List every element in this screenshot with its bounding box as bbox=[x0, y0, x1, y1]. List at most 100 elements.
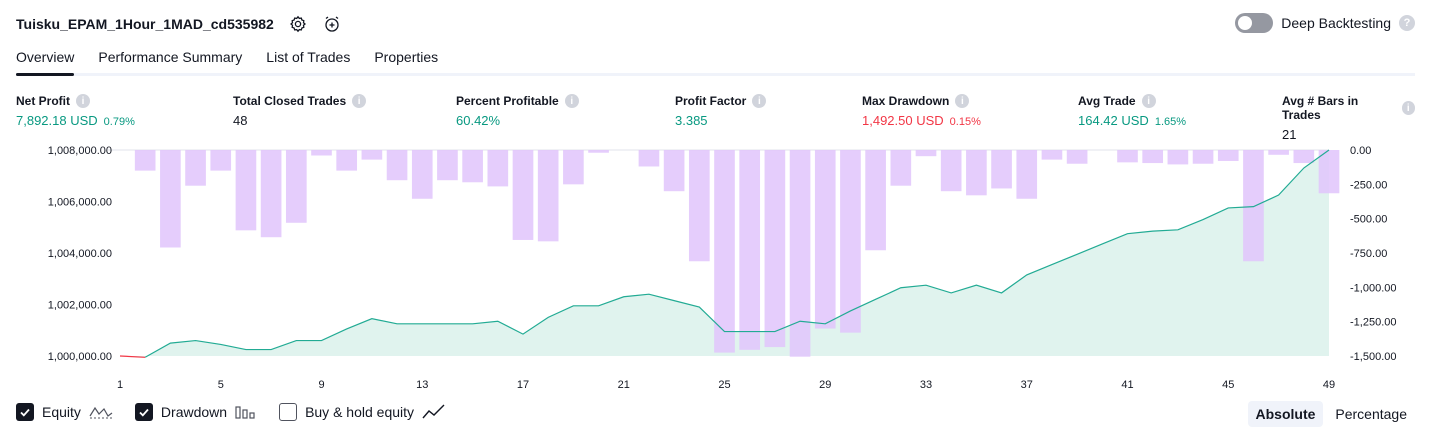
info-icon[interactable]: i bbox=[76, 94, 90, 108]
legend-buy-hold-equity[interactable]: Buy & hold equity bbox=[279, 403, 446, 421]
stat-value: 7,892.18 USD bbox=[16, 113, 98, 128]
add-alert-clock-icon[interactable] bbox=[322, 14, 342, 34]
tab-performance-summary[interactable]: Performance Summary bbox=[98, 49, 243, 65]
right-axis-tick-label: -250.00 bbox=[1350, 179, 1387, 191]
info-icon[interactable]: i bbox=[352, 94, 367, 108]
drawdown-bar bbox=[764, 150, 786, 348]
info-icon[interactable]: i bbox=[564, 94, 579, 108]
drawdown-bar bbox=[840, 150, 861, 333]
help-icon[interactable]: ? bbox=[1399, 15, 1415, 31]
right-axis-tick-label: 0.00 bbox=[1350, 145, 1371, 157]
tab-properties[interactable]: Properties bbox=[374, 49, 439, 65]
drawdown-bar bbox=[1142, 150, 1164, 164]
equity-checkbox[interactable] bbox=[16, 403, 34, 421]
drawdown-checkbox[interactable] bbox=[134, 403, 153, 421]
equity-area bbox=[120, 150, 1329, 358]
drawdown-bar bbox=[915, 150, 937, 157]
drawdown-bar bbox=[1192, 150, 1214, 164]
info-icon[interactable]: i bbox=[955, 94, 970, 108]
x-axis-tick-label: 33 bbox=[920, 379, 932, 391]
tab-overview[interactable]: Overview bbox=[16, 46, 75, 76]
drawdown-bar bbox=[487, 150, 509, 187]
drawdown-bar bbox=[235, 150, 257, 231]
stat-value: 3.385 bbox=[675, 113, 708, 128]
drawdown-bar bbox=[940, 150, 962, 192]
drawdown-bar bbox=[260, 150, 282, 238]
drawdown-bar bbox=[1293, 150, 1315, 164]
deep-backtesting-label: Deep Backtesting bbox=[1281, 15, 1391, 31]
stat-percent-profitable: Percent Profitable i 60.42% bbox=[456, 94, 579, 128]
stat-avg-bars-in-trades: Avg # Bars in Trades i 21 bbox=[1282, 94, 1415, 142]
buy-hold-line-icon bbox=[422, 404, 446, 420]
buy-hold-checkbox[interactable] bbox=[279, 403, 298, 421]
equity-drawdown-chart[interactable]: 1,008,000.00 1,006,000.00 1,004,000.00 1,00… bbox=[0, 138, 1431, 396]
stat-percent: 0.15% bbox=[949, 116, 981, 128]
drawdown-bar bbox=[688, 150, 710, 262]
strategy-name: Tuisku_EPAM_1Hour_1MAD_cd535982 bbox=[16, 16, 274, 32]
drawdown-bar bbox=[563, 150, 584, 185]
stat-total-closed-trades: Total Closed Trades i 48 bbox=[233, 94, 367, 128]
drawdown-bars-icon bbox=[235, 404, 257, 420]
stat-value: 21 bbox=[1282, 127, 1297, 142]
legend-equity[interactable]: Equity bbox=[16, 403, 113, 421]
drawdown-bar bbox=[814, 150, 836, 329]
drawdown-bar bbox=[789, 150, 811, 357]
stat-label: Max Drawdown bbox=[862, 94, 950, 108]
x-axis-tick-label: 9 bbox=[318, 379, 324, 391]
drawdown-bar bbox=[437, 150, 458, 181]
x-axis-tick-label: 17 bbox=[517, 379, 529, 391]
x-axis-tick-label: 29 bbox=[819, 379, 831, 391]
stat-max-drawdown: Max Drawdown i 1,492.50 USD 0.15% bbox=[862, 94, 981, 128]
absolute-button[interactable]: Absolute bbox=[1247, 401, 1324, 427]
x-axis-tick-label: 1 bbox=[117, 379, 123, 391]
left-axis-tick-label: 1,004,000.00 bbox=[48, 248, 112, 260]
chart-legend: Equity Drawdown Buy & hold equity bbox=[16, 403, 446, 421]
deep-backtesting-toggle[interactable] bbox=[1235, 13, 1274, 33]
legend-drawdown[interactable]: Drawdown bbox=[134, 403, 257, 421]
stat-label: Total Closed Trades bbox=[233, 94, 347, 108]
stat-net-profit: Net Profit i 7,892.18 USD 0.79% bbox=[16, 94, 135, 128]
stat-percent: 0.79% bbox=[103, 116, 135, 128]
drawdown-bar bbox=[537, 150, 559, 242]
drawdown-bar bbox=[1318, 150, 1340, 194]
drawdown-bar bbox=[462, 150, 483, 183]
right-axis-tick-label: -1,250.00 bbox=[1350, 317, 1396, 329]
legend-label: Drawdown bbox=[160, 404, 228, 420]
stat-label: Profit Factor bbox=[675, 94, 747, 108]
drawdown-bar bbox=[739, 150, 761, 350]
right-axis-tick-label: -1,000.00 bbox=[1350, 282, 1396, 294]
drawdown-bar bbox=[966, 150, 987, 196]
info-icon[interactable]: i bbox=[752, 94, 767, 108]
drawdown-bar bbox=[1268, 150, 1289, 155]
right-axis-tick-label: -750.00 bbox=[1350, 248, 1387, 260]
legend-label: Buy & hold equity bbox=[305, 404, 415, 420]
right-axis-tick-label: -1,500.00 bbox=[1350, 351, 1396, 363]
x-axis-tick-label: 21 bbox=[618, 379, 630, 391]
stat-avg-trade: Avg Trade i 164.42 USD 1.65% bbox=[1078, 94, 1186, 128]
stat-label: Percent Profitable bbox=[456, 94, 559, 108]
deep-backtesting: Deep Backtesting ? bbox=[1235, 13, 1415, 33]
percentage-button[interactable]: Percentage bbox=[1335, 406, 1407, 422]
drawdown-bar bbox=[185, 150, 206, 186]
drawdown-bar bbox=[311, 150, 332, 156]
drawdown-bar bbox=[1243, 150, 1264, 262]
drawdown-bar bbox=[890, 150, 912, 186]
left-axis-tick-label: 1,002,000.00 bbox=[48, 300, 112, 312]
drawdown-bar bbox=[1041, 150, 1063, 160]
drawdown-bar bbox=[1066, 150, 1088, 164]
info-icon[interactable]: i bbox=[1401, 101, 1415, 115]
drawdown-bar bbox=[1217, 150, 1239, 161]
drawdown-bar bbox=[714, 150, 735, 353]
equity-line bbox=[144, 149, 1330, 358]
drawdown-bar bbox=[134, 150, 156, 171]
drawdown-bar bbox=[1016, 150, 1038, 199]
right-axis-tick-label: -500.00 bbox=[1350, 214, 1387, 226]
settings-gear-icon[interactable] bbox=[288, 14, 308, 34]
drawdown-bar bbox=[1117, 150, 1138, 163]
x-axis-tick-label: 25 bbox=[718, 379, 730, 391]
drawdown-bar bbox=[512, 150, 534, 240]
stat-value: 48 bbox=[233, 113, 248, 128]
stat-value: 60.42% bbox=[456, 113, 501, 128]
info-icon[interactable]: i bbox=[1141, 94, 1156, 108]
tab-list-of-trades[interactable]: List of Trades bbox=[266, 49, 351, 65]
